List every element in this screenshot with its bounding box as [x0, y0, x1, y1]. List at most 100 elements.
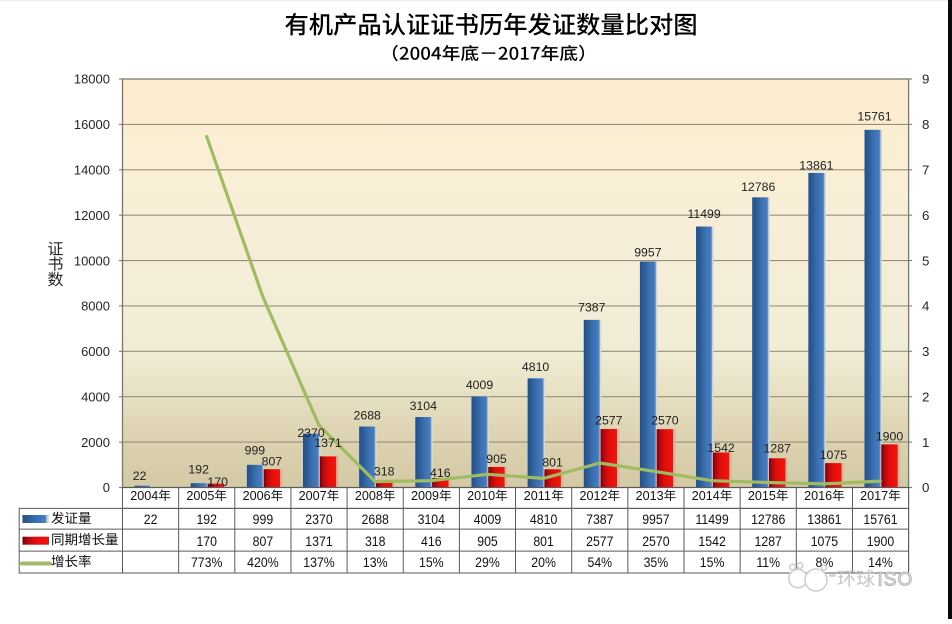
svg-text:192: 192 [188, 463, 209, 477]
svg-text:137%: 137% [303, 554, 335, 570]
svg-text:2370: 2370 [305, 511, 332, 527]
svg-text:13861: 13861 [807, 511, 841, 527]
svg-text:807: 807 [262, 454, 283, 468]
svg-text:2006: 2006 [243, 489, 271, 503]
svg-text:318: 318 [365, 533, 386, 549]
svg-text:2015: 2015 [748, 489, 776, 503]
svg-text:16000: 16000 [74, 117, 110, 132]
svg-text:4: 4 [922, 299, 929, 314]
svg-text:15761: 15761 [863, 511, 897, 527]
svg-text:2570: 2570 [651, 414, 679, 428]
svg-text:2008: 2008 [355, 489, 383, 503]
svg-text:0: 0 [922, 480, 929, 495]
svg-text:2016: 2016 [804, 489, 832, 503]
svg-text:7: 7 [922, 163, 929, 178]
svg-text:801: 801 [542, 456, 563, 470]
svg-text:14%: 14% [868, 554, 893, 570]
svg-text:2007: 2007 [299, 489, 327, 503]
svg-text:2000: 2000 [81, 435, 110, 450]
svg-text:3: 3 [922, 344, 929, 359]
svg-text:4009: 4009 [474, 511, 501, 527]
svg-text:2009: 2009 [411, 489, 439, 503]
svg-text:170: 170 [207, 475, 228, 489]
svg-text:1287: 1287 [764, 442, 792, 456]
svg-text:420%: 420% [247, 554, 279, 570]
svg-text:1075: 1075 [820, 448, 848, 462]
svg-text:2570: 2570 [642, 533, 669, 549]
svg-text:ISO: ISO [878, 570, 914, 591]
svg-text:8%: 8% [816, 554, 834, 570]
svg-text:11499: 11499 [687, 207, 720, 221]
svg-text:2014: 2014 [692, 489, 720, 503]
svg-text:4000: 4000 [81, 389, 110, 404]
svg-text:3104: 3104 [410, 399, 438, 413]
svg-text:1075: 1075 [811, 533, 838, 549]
svg-text:318: 318 [374, 464, 395, 478]
svg-text:10000: 10000 [74, 253, 110, 268]
svg-text:2017: 2017 [860, 489, 888, 503]
svg-text:1287: 1287 [755, 533, 782, 549]
svg-text:801: 801 [533, 533, 554, 549]
svg-text:1371: 1371 [305, 533, 332, 549]
svg-text:6: 6 [922, 208, 929, 223]
svg-text:170: 170 [196, 533, 217, 549]
svg-text:2688: 2688 [354, 409, 382, 423]
svg-text:2013: 2013 [636, 489, 664, 503]
svg-text:12000: 12000 [74, 208, 110, 223]
svg-text:2010: 2010 [467, 489, 495, 503]
svg-text:2004: 2004 [130, 489, 158, 503]
svg-text:3104: 3104 [418, 511, 445, 527]
svg-text:0: 0 [103, 480, 110, 495]
svg-text:12786: 12786 [741, 180, 775, 194]
svg-text:22: 22 [133, 469, 147, 483]
svg-text:905: 905 [477, 533, 498, 549]
svg-text:8: 8 [922, 117, 929, 132]
svg-text:14000: 14000 [74, 163, 110, 178]
svg-text:1: 1 [922, 435, 929, 450]
svg-text:2012: 2012 [579, 489, 607, 503]
svg-text:4810: 4810 [522, 360, 550, 374]
svg-text:11%: 11% [756, 554, 780, 570]
svg-text:9957: 9957 [642, 511, 669, 527]
svg-text:192: 192 [196, 511, 217, 527]
svg-text:2577: 2577 [586, 533, 613, 549]
svg-text:12786: 12786 [751, 511, 785, 527]
svg-text:6000: 6000 [81, 344, 110, 359]
svg-text:4009: 4009 [466, 378, 494, 392]
svg-text:1900: 1900 [876, 430, 904, 444]
svg-text:5: 5 [922, 253, 929, 268]
svg-text:2577: 2577 [595, 414, 623, 428]
svg-text:2370: 2370 [297, 426, 325, 440]
svg-text:905: 905 [486, 452, 507, 466]
svg-text:999: 999 [245, 443, 266, 457]
svg-text:35%: 35% [644, 554, 669, 570]
svg-text:1542: 1542 [707, 441, 735, 455]
svg-text:29%: 29% [475, 554, 500, 570]
svg-text:8000: 8000 [81, 299, 110, 314]
svg-text:22: 22 [144, 511, 158, 527]
svg-text:416: 416 [421, 533, 442, 549]
svg-text:999: 999 [253, 511, 274, 527]
svg-text:13861: 13861 [799, 159, 833, 173]
svg-text:2688: 2688 [362, 511, 389, 527]
svg-text:15%: 15% [700, 554, 725, 570]
svg-text:7387: 7387 [586, 511, 613, 527]
svg-text:1900: 1900 [867, 533, 894, 549]
svg-text:54%: 54% [587, 554, 612, 570]
svg-text:416: 416 [430, 466, 451, 480]
svg-text:4810: 4810 [530, 511, 557, 527]
svg-text:2011: 2011 [524, 489, 551, 503]
svg-text:9: 9 [922, 72, 929, 87]
svg-text:13%: 13% [363, 554, 388, 570]
svg-text:1371: 1371 [314, 436, 342, 450]
svg-text:7387: 7387 [578, 300, 606, 314]
svg-text:15%: 15% [419, 554, 444, 570]
svg-text:20%: 20% [531, 554, 556, 570]
svg-text:2: 2 [922, 389, 929, 404]
svg-text:773%: 773% [191, 554, 223, 570]
svg-text:18000: 18000 [74, 72, 110, 87]
svg-text:2005: 2005 [186, 489, 214, 503]
svg-text:1542: 1542 [698, 533, 725, 549]
svg-text:11499: 11499 [695, 511, 728, 527]
svg-text:9957: 9957 [634, 245, 662, 259]
